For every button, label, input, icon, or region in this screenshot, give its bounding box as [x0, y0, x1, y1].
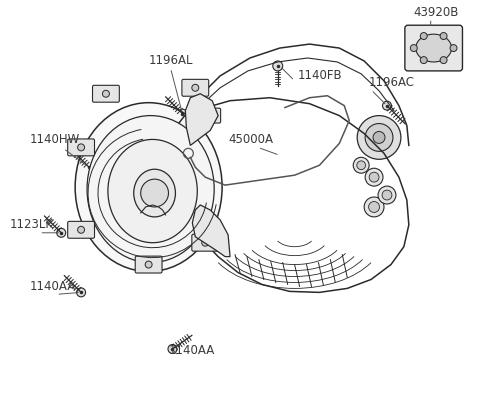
FancyBboxPatch shape — [135, 256, 162, 273]
Circle shape — [202, 240, 209, 247]
Circle shape — [273, 62, 283, 72]
Circle shape — [420, 34, 427, 40]
Circle shape — [450, 45, 457, 52]
Circle shape — [440, 58, 447, 64]
Circle shape — [410, 45, 417, 52]
FancyBboxPatch shape — [192, 235, 219, 252]
Text: 1140AA: 1140AA — [168, 343, 215, 356]
Circle shape — [57, 229, 66, 238]
Circle shape — [78, 145, 84, 151]
Circle shape — [192, 85, 199, 92]
Circle shape — [77, 288, 85, 297]
Circle shape — [364, 198, 384, 217]
Circle shape — [378, 187, 396, 205]
Circle shape — [357, 116, 401, 160]
Text: 1196AC: 1196AC — [369, 76, 415, 89]
Circle shape — [365, 124, 393, 152]
Text: 43920B: 43920B — [414, 6, 459, 19]
Text: 1196AL: 1196AL — [149, 54, 193, 67]
Circle shape — [373, 132, 385, 144]
Text: 1140HW: 1140HW — [29, 133, 80, 146]
FancyBboxPatch shape — [196, 109, 221, 124]
Circle shape — [78, 227, 84, 234]
Circle shape — [84, 163, 94, 172]
Circle shape — [365, 169, 383, 187]
FancyBboxPatch shape — [405, 26, 462, 72]
Polygon shape — [192, 205, 230, 257]
Ellipse shape — [108, 140, 197, 243]
Ellipse shape — [75, 103, 222, 272]
FancyBboxPatch shape — [182, 80, 209, 97]
Text: 1140AA: 1140AA — [29, 280, 76, 293]
FancyBboxPatch shape — [68, 140, 95, 156]
Ellipse shape — [87, 116, 214, 263]
Circle shape — [141, 180, 168, 207]
Circle shape — [440, 34, 447, 40]
Circle shape — [357, 162, 366, 170]
Circle shape — [382, 191, 392, 200]
Text: 45000A: 45000A — [228, 133, 273, 146]
Circle shape — [383, 102, 392, 111]
Circle shape — [145, 262, 152, 269]
Polygon shape — [185, 94, 218, 146]
Circle shape — [353, 158, 369, 174]
Circle shape — [168, 345, 177, 354]
Ellipse shape — [134, 170, 176, 217]
Circle shape — [369, 202, 380, 213]
Circle shape — [102, 91, 109, 98]
Text: 1140FB: 1140FB — [298, 69, 342, 82]
Text: 1123LK: 1123LK — [10, 217, 54, 230]
FancyBboxPatch shape — [93, 86, 120, 103]
FancyBboxPatch shape — [68, 222, 95, 239]
Circle shape — [369, 173, 379, 183]
Circle shape — [178, 110, 187, 119]
Ellipse shape — [416, 35, 452, 63]
Circle shape — [420, 58, 427, 64]
Circle shape — [205, 113, 212, 120]
